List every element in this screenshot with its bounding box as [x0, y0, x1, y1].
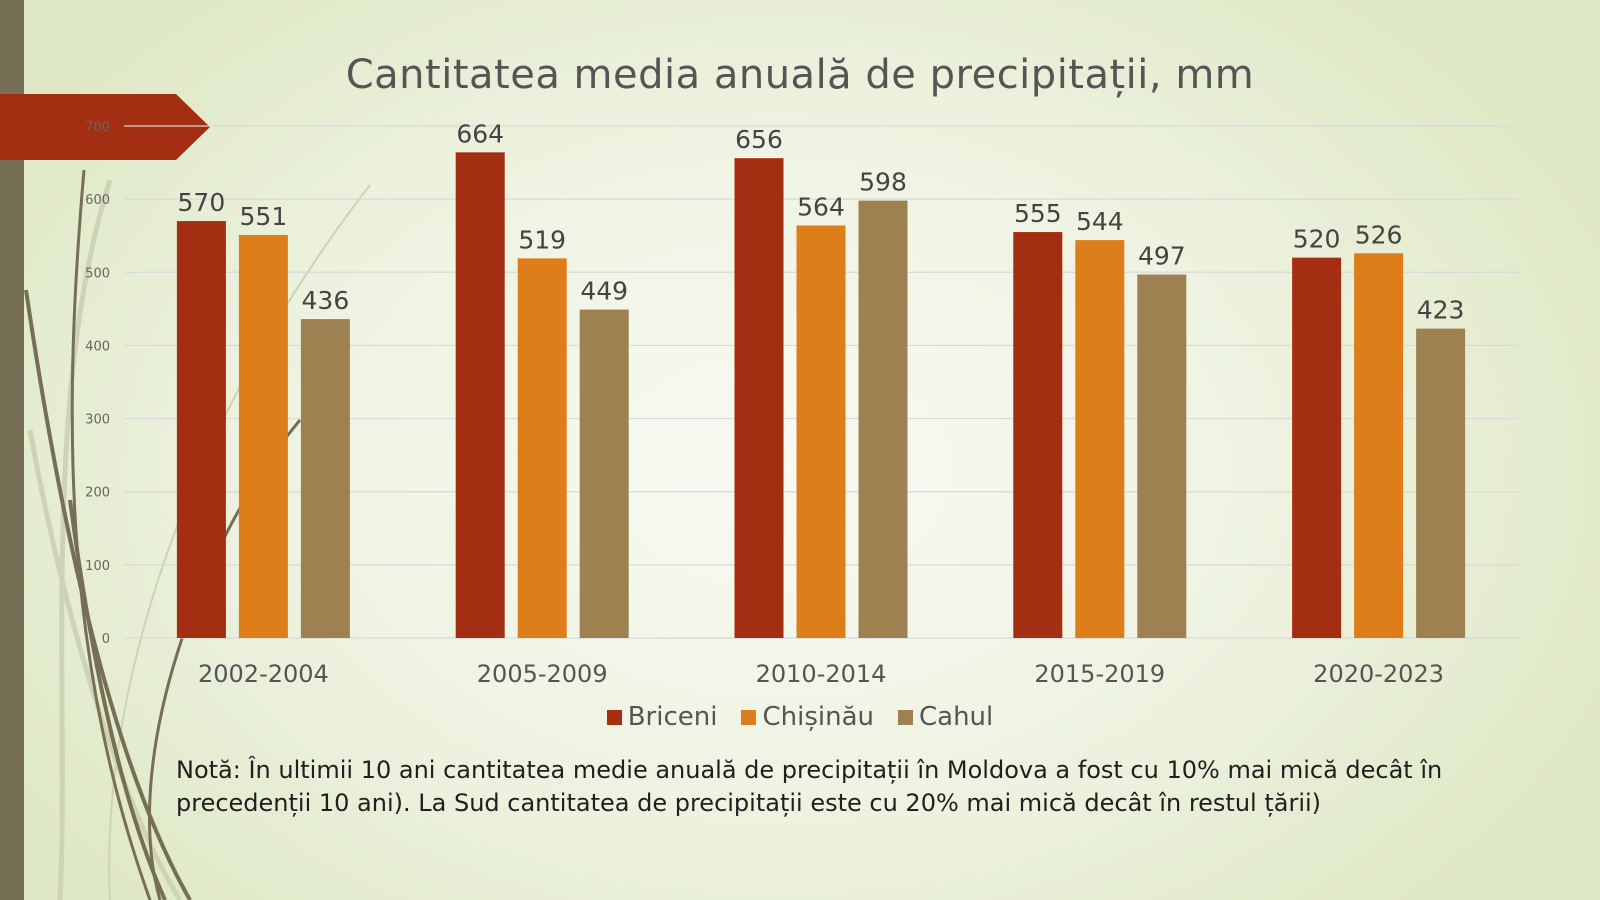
data-label: 520 — [1293, 225, 1341, 254]
bar-chiinu — [1075, 240, 1125, 639]
legend: Briceni Chișinău Cahul — [0, 702, 1600, 732]
bar-cahul — [858, 200, 908, 638]
data-label: 519 — [518, 225, 566, 254]
note-line-1: Notă: În ultimii 10 ani cantitatea medie… — [176, 756, 1443, 784]
legend-item-cahul: Cahul — [897, 702, 994, 732]
bar-briceni — [176, 221, 226, 639]
legend-label: Cahul — [918, 702, 994, 732]
data-label: 526 — [1355, 220, 1403, 249]
bar-briceni — [1292, 257, 1342, 638]
bar-briceni — [455, 152, 505, 638]
data-labels: 570 551 436 664 519 449 656 564 598 555 544 497 520 5… — [178, 119, 1465, 324]
x-tick-label: 2020-2023 — [1313, 660, 1444, 688]
x-tick-label: 2005-2009 — [477, 660, 608, 688]
bar-cahul — [1416, 328, 1466, 638]
bar-chiinu — [517, 258, 567, 638]
data-label: 497 — [1138, 241, 1186, 270]
x-tick-label: 2015-2019 — [1034, 660, 1165, 688]
legend-swatch-chisinau — [741, 709, 757, 725]
data-label: 656 — [735, 125, 783, 154]
legend-swatch-briceni — [606, 709, 622, 725]
y-tick-label: 500 — [85, 266, 110, 281]
bar-cahul — [300, 319, 350, 638]
y-tick-label: 100 — [85, 559, 110, 574]
y-tick-label: 700 — [85, 120, 110, 135]
bar-chiinu — [238, 234, 288, 639]
bar-chiinu — [796, 225, 846, 638]
data-label: 598 — [859, 168, 907, 197]
legend-item-briceni: Briceni — [606, 702, 718, 732]
x-tick-label: 2010-2014 — [756, 660, 887, 688]
chart-title: Cantitatea media anuală de precipitații,… — [345, 52, 1255, 98]
note-line-2: precedenții 10 ani). La Sud cantitatea d… — [176, 789, 1322, 817]
data-label: 544 — [1076, 207, 1124, 236]
y-axis-ticks: 0 100 200 300 400 500 600 700 — [85, 120, 110, 647]
legend-label: Chișinău — [762, 702, 874, 732]
bars — [176, 152, 1466, 639]
legend-item-chisinau: Chișinău — [741, 702, 874, 732]
data-label: 664 — [456, 119, 504, 148]
bar-briceni — [1013, 232, 1063, 639]
data-label: 551 — [240, 202, 288, 231]
data-label: 555 — [1014, 199, 1062, 228]
y-tick-label: 600 — [85, 193, 110, 208]
bar-briceni — [734, 158, 784, 638]
x-axis-ticks: 2002-2004 2005-2009 2010-2014 2015-2019 2020… — [198, 660, 1444, 688]
data-label: 449 — [580, 277, 628, 306]
data-label: 570 — [178, 188, 226, 217]
y-tick-label: 200 — [85, 486, 110, 501]
legend-swatch-cahul — [897, 709, 913, 725]
x-tick-label: 2002-2004 — [198, 660, 329, 688]
legend-label: Briceni — [627, 702, 718, 732]
y-tick-label: 300 — [85, 413, 110, 428]
y-tick-label: 400 — [85, 339, 110, 354]
bar-cahul — [1137, 274, 1187, 638]
data-label: 423 — [1417, 296, 1465, 325]
note-text: Notă: În ultimii 10 ani cantitatea medie… — [176, 754, 1556, 820]
arrow-banner — [0, 94, 210, 160]
bar-cahul — [579, 309, 629, 638]
data-label: 436 — [302, 286, 350, 315]
bar-chiinu — [1354, 253, 1404, 639]
data-label: 564 — [797, 192, 845, 221]
y-tick-label: 0 — [102, 632, 110, 647]
